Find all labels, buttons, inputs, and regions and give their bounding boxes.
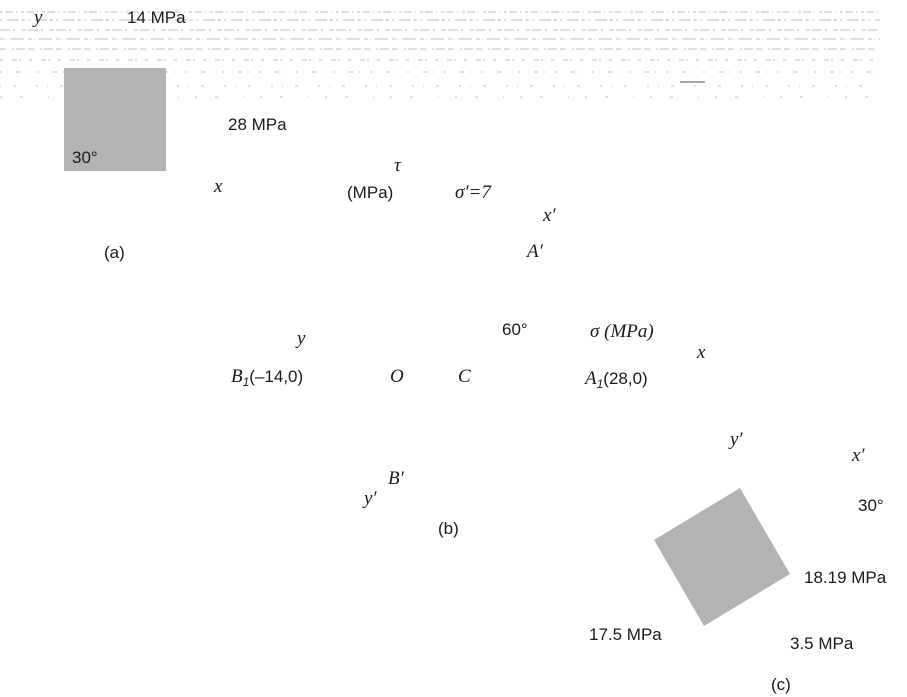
b1-point-label: B1(–14,0) — [231, 367, 303, 392]
stress-label-c-3: 3.5 MPa — [790, 634, 854, 653]
axis-y-label-a: y — [34, 7, 43, 28]
stress-label-c-1: 18.19 MPa — [804, 568, 887, 587]
b1-subscript: 1 — [242, 375, 250, 389]
panel-label-a: (a) — [104, 243, 125, 262]
scan-noise-band — [0, 11, 880, 98]
origin-label: O — [390, 366, 404, 387]
b1-letter: B — [231, 366, 243, 387]
center-label: C — [458, 366, 471, 387]
axis-x-label-a: x — [214, 176, 223, 197]
normal-stress-label-a: 28 MPa — [228, 115, 287, 134]
b1-coords: (–14,0) — [249, 367, 304, 386]
tau-axis-unit: (MPa) — [347, 183, 394, 202]
x-prime-label-c: x′ — [852, 445, 865, 466]
panel-label-b: (b) — [438, 519, 459, 538]
a1-subscript: 1 — [596, 377, 604, 391]
a1-coords: (28,0) — [603, 369, 648, 388]
stress-label-c-2: 17.5 MPa — [589, 625, 662, 644]
angle-label-a: 30° — [72, 148, 98, 167]
sigma-axis-label: σ (MPa) — [590, 321, 654, 342]
y-axis-label-b: y — [297, 328, 306, 349]
stress-element-c — [654, 488, 790, 626]
a1-letter: A — [585, 368, 597, 389]
stress-element-a — [64, 68, 166, 171]
angle-label-c: 30° — [858, 496, 884, 515]
a-prime-point-label: A′ — [527, 241, 543, 262]
angle-label-b: 60° — [502, 320, 528, 339]
x-axis-label-b: x — [697, 342, 706, 363]
y-prime-label-b: y′ — [364, 488, 377, 509]
shear-stress-label-a: 14 MPa — [127, 8, 186, 27]
sigma-prime-label: σ′=7 — [455, 182, 491, 203]
y-prime-label-c: y′ — [730, 429, 743, 450]
tau-axis-symbol: τ — [394, 155, 401, 176]
b-prime-point-label: B′ — [388, 468, 404, 489]
panel-label-c: (c) — [771, 675, 791, 694]
x-prime-label-b: x′ — [543, 205, 556, 226]
a1-point-label: A1(28,0) — [585, 369, 648, 394]
